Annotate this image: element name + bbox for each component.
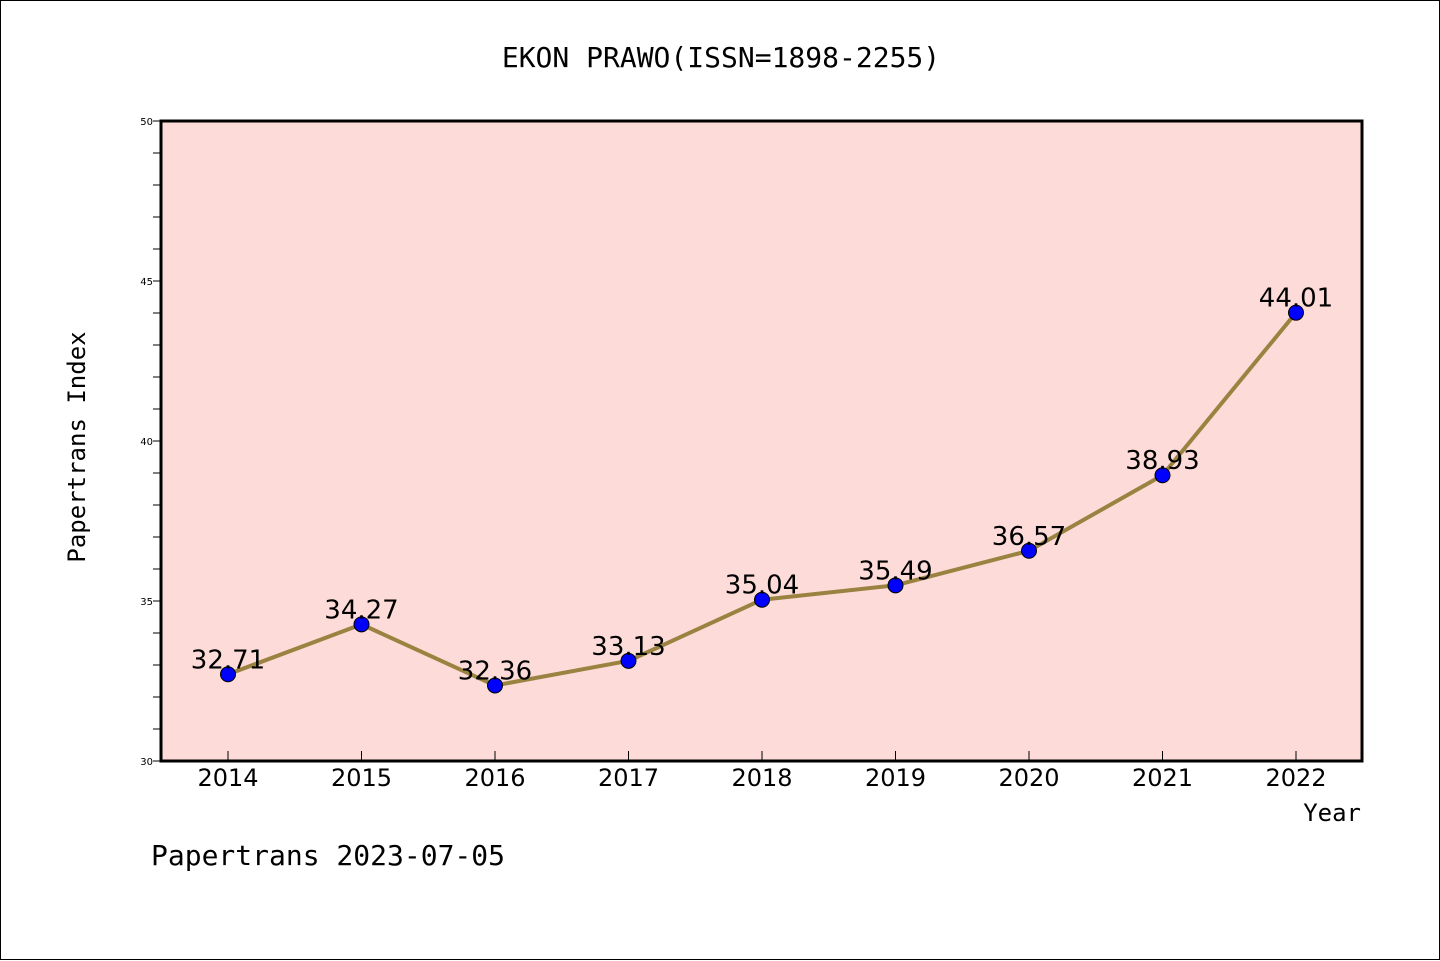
x-tick-label: 2016 [464,764,525,792]
footer-date: Papertrans 2023-07-05 [151,839,505,872]
data-label: 38.93 [1125,446,1199,476]
y-tick-label: 50 [140,117,153,128]
data-label: 32.71 [191,645,265,675]
x-tick-label: 2018 [731,764,792,792]
x-axis-label: Year [1303,799,1361,827]
x-tick-label: 2022 [1265,764,1326,792]
data-label: 34.27 [324,595,398,625]
chart-title: EKON PRAWO(ISSN=1898-2255) [502,41,940,74]
data-point [220,666,236,683]
x-tick-label: 2017 [598,764,659,792]
x-tick-label: 2015 [331,764,392,792]
y-axis-label: Papertrans Index [63,331,91,562]
plot-area [159,119,1364,763]
x-axis: 2014 2015 2016 2017 2018 2019 2020 2021 2022 [197,751,1327,792]
data-point [487,677,503,694]
y-tick-label: 40 [140,437,153,448]
data-label: 44.01 [1259,284,1333,314]
data-label: 35.04 [725,571,799,601]
x-tick-label: 2021 [1132,764,1193,792]
data-point [353,616,370,633]
data-label: 32.36 [458,656,532,686]
data-point [1021,542,1037,559]
data-point [1288,304,1304,321]
data-point [1154,467,1171,484]
y-tick-label: 35 [140,597,153,608]
x-tick-label: 2014 [197,764,258,792]
data-labels: 32.71 34.27 32.36 33.13 35.04 35.49 36.57 38.93… [191,284,1333,687]
data-point [887,577,904,594]
data-label: 33.13 [591,632,665,662]
y-tick-label: 45 [140,277,153,288]
data-label: 35.49 [858,556,932,586]
x-tick-label: 2020 [998,764,1059,792]
y-axis: 30 35 40 45 50 [140,117,161,768]
y-tick-label: 30 [140,757,153,768]
data-point [754,591,770,608]
data-markers [220,304,1304,694]
x-tick-label: 2019 [865,764,926,792]
data-point [620,652,637,669]
data-label: 36.57 [992,522,1066,552]
